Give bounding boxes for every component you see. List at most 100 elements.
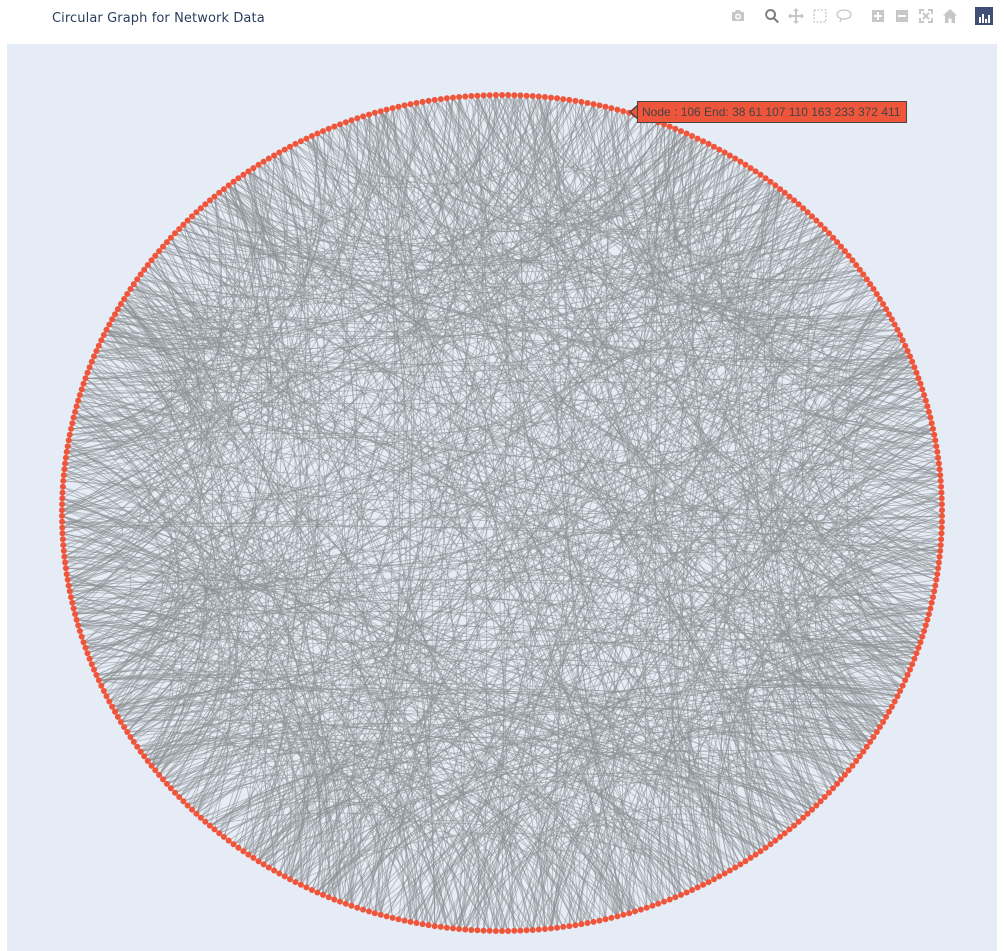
node[interactable] xyxy=(937,477,944,484)
node[interactable] xyxy=(566,96,573,103)
node[interactable] xyxy=(907,666,913,673)
node[interactable] xyxy=(437,923,444,930)
node[interactable] xyxy=(705,879,712,886)
node[interactable] xyxy=(124,291,131,297)
node[interactable] xyxy=(870,734,877,740)
node[interactable] xyxy=(849,762,856,769)
node[interactable] xyxy=(915,644,922,651)
node[interactable] xyxy=(202,818,209,825)
node[interactable] xyxy=(73,403,80,410)
lasso-icon[interactable] xyxy=(832,6,856,26)
node[interactable] xyxy=(160,776,166,783)
node[interactable] xyxy=(535,926,542,933)
node[interactable] xyxy=(747,165,754,172)
node[interactable] xyxy=(856,753,863,760)
node[interactable] xyxy=(130,281,137,288)
box-select-icon[interactable] xyxy=(808,6,832,26)
node[interactable] xyxy=(62,565,69,572)
node[interactable] xyxy=(841,248,848,255)
node[interactable] xyxy=(230,178,237,185)
node[interactable] xyxy=(614,913,621,920)
node[interactable] xyxy=(93,672,100,678)
node[interactable] xyxy=(124,729,131,735)
node[interactable] xyxy=(134,743,141,750)
node[interactable] xyxy=(419,921,426,928)
node[interactable] xyxy=(888,316,895,323)
node[interactable] xyxy=(63,571,70,578)
node[interactable] xyxy=(297,138,304,145)
node[interactable] xyxy=(572,97,579,104)
node[interactable] xyxy=(876,724,883,730)
node[interactable] xyxy=(137,748,144,755)
plotly-logo-icon[interactable] xyxy=(972,6,996,26)
node[interactable] xyxy=(834,780,841,787)
node[interactable] xyxy=(772,182,779,189)
node[interactable] xyxy=(320,891,326,898)
node[interactable] xyxy=(462,93,469,100)
node[interactable] xyxy=(431,96,438,103)
node[interactable] xyxy=(917,639,924,646)
node[interactable] xyxy=(931,431,938,438)
pan-icon[interactable] xyxy=(784,6,808,26)
node[interactable] xyxy=(117,719,124,725)
node[interactable] xyxy=(235,175,242,182)
node[interactable] xyxy=(413,920,420,926)
node[interactable] xyxy=(860,748,867,755)
node[interactable] xyxy=(930,425,936,432)
node[interactable] xyxy=(144,262,151,268)
node[interactable] xyxy=(144,758,151,764)
node[interactable] xyxy=(456,94,463,100)
node[interactable] xyxy=(683,130,690,137)
node[interactable] xyxy=(271,152,278,159)
node[interactable] xyxy=(401,917,408,924)
node[interactable] xyxy=(348,117,355,124)
node[interactable] xyxy=(891,321,898,328)
node[interactable] xyxy=(888,703,895,710)
node[interactable] xyxy=(817,798,824,805)
node[interactable] xyxy=(314,889,321,896)
node[interactable] xyxy=(225,837,232,844)
node[interactable] xyxy=(939,507,945,514)
node[interactable] xyxy=(909,661,916,668)
node[interactable] xyxy=(541,94,548,100)
node[interactable] xyxy=(383,913,390,920)
node[interactable] xyxy=(523,92,530,99)
node[interactable] xyxy=(880,719,887,725)
node[interactable] xyxy=(413,100,420,106)
node[interactable] xyxy=(873,291,880,297)
node[interactable] xyxy=(100,332,107,338)
node[interactable] xyxy=(225,182,232,189)
node[interactable] xyxy=(184,802,191,809)
node[interactable] xyxy=(230,841,237,848)
node[interactable] xyxy=(737,861,744,868)
node[interactable] xyxy=(791,197,798,204)
camera-icon[interactable] xyxy=(726,6,750,26)
node[interactable] xyxy=(167,234,174,241)
node[interactable] xyxy=(883,306,890,313)
node[interactable] xyxy=(93,348,100,354)
node[interactable] xyxy=(100,688,107,694)
node[interactable] xyxy=(620,108,627,115)
node[interactable] xyxy=(590,101,597,108)
node[interactable] xyxy=(425,97,432,104)
node[interactable] xyxy=(876,296,883,302)
node[interactable] xyxy=(59,483,66,490)
node[interactable] xyxy=(608,914,615,921)
node[interactable] xyxy=(672,125,679,132)
node[interactable] xyxy=(643,904,650,911)
node[interactable] xyxy=(938,530,945,537)
node[interactable] xyxy=(95,677,102,684)
node[interactable] xyxy=(281,146,288,153)
node[interactable] xyxy=(112,708,118,715)
node[interactable] xyxy=(76,628,83,634)
node[interactable] xyxy=(529,93,536,99)
node[interactable] xyxy=(904,348,911,354)
node[interactable] xyxy=(480,927,487,934)
node[interactable] xyxy=(678,128,684,135)
node[interactable] xyxy=(505,928,512,934)
network-graph[interactable] xyxy=(7,44,997,951)
node[interactable] xyxy=(705,140,712,147)
node[interactable] xyxy=(492,92,499,98)
node[interactable] xyxy=(486,927,493,934)
node[interactable] xyxy=(271,867,278,874)
